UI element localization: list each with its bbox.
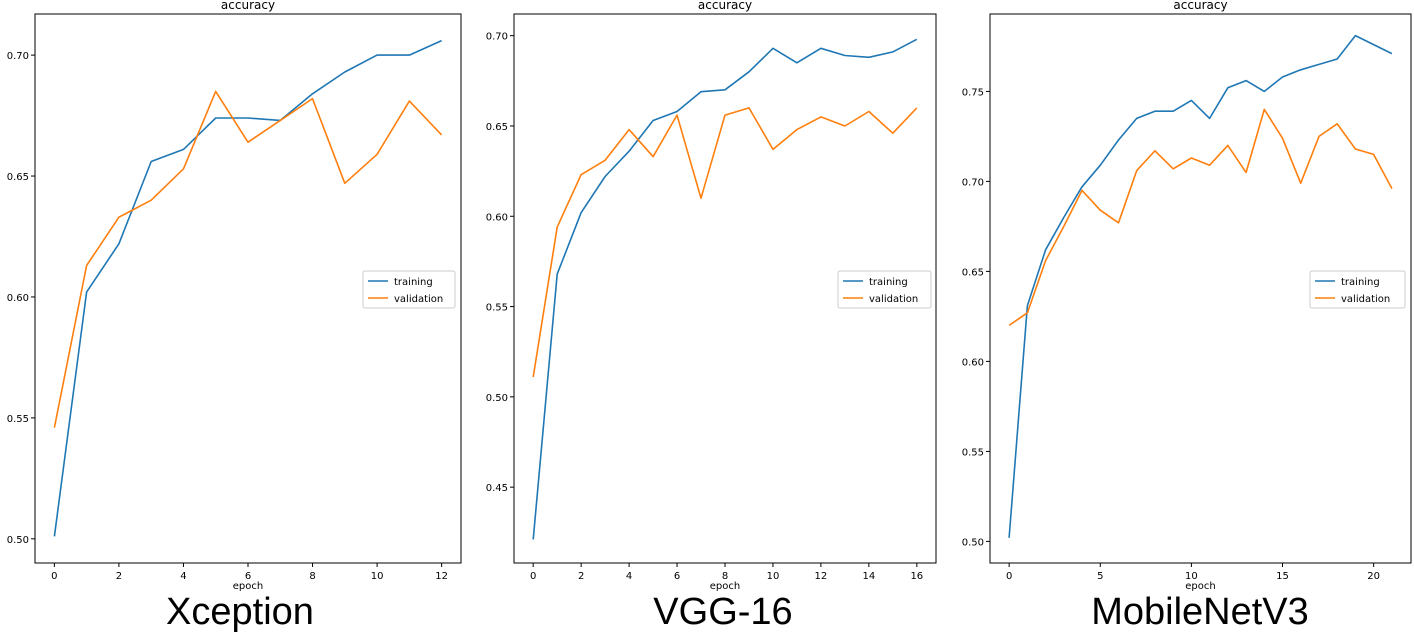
- y-tick-label: 0.60: [486, 212, 508, 223]
- y-tick-label: 0.65: [7, 172, 29, 183]
- x-tick-label: 6: [674, 571, 680, 582]
- legend: training validation: [362, 270, 456, 309]
- chart-panel-0: accuracy 0 2 4 6 8 10 12 epoch 0.50 0.55 0.60 0.65 0.…: [7, 0, 462, 592]
- legend-label-training: training: [1341, 277, 1380, 288]
- y-tick-label: 0.45: [486, 483, 508, 494]
- y-tick-label: 0.65: [486, 122, 508, 133]
- series-line-training: [532, 38, 918, 540]
- x-tick-label: 4: [180, 571, 186, 582]
- series-line-training: [53, 39, 442, 537]
- legend: training validation: [837, 270, 932, 309]
- chart-panel-2: accuracy 0 5 10 15 20 epoch 0.50 0.55 0.60 0.65 0.7…: [962, 0, 1412, 592]
- y-tick-label: 0.70: [962, 177, 984, 188]
- series-line-validation: [53, 90, 443, 428]
- x-tick-label: 4: [626, 571, 632, 582]
- x-tick-label: 2: [116, 571, 122, 582]
- series-line-validation: [1008, 108, 1393, 327]
- caption-xception: Xception: [166, 591, 314, 633]
- x-tick-label: 8: [309, 571, 315, 582]
- x-axis-label: epoch: [710, 581, 740, 592]
- x-tick-label: 0: [1006, 571, 1012, 582]
- chart-title: accuracy: [1173, 0, 1227, 12]
- y-tick-label: 0.55: [486, 303, 508, 314]
- x-tick-label: 12: [815, 571, 828, 582]
- x-tick-label: 15: [1276, 571, 1289, 582]
- chart-panel-1: accuracy 0 2 4 6 8 10 12 14 16 epoch 0.45 0.50 0.55 0.…: [486, 0, 937, 592]
- chart-title: accuracy: [221, 0, 275, 12]
- y-tick-label: 0.75: [962, 87, 984, 98]
- y-tick-label: 0.55: [7, 414, 29, 425]
- x-tick-label: 14: [862, 571, 875, 582]
- y-tick-label: 0.55: [962, 447, 984, 458]
- y-tick-label: 0.60: [962, 357, 984, 368]
- y-tick-label: 0.70: [7, 51, 29, 62]
- y-tick-label: 0.65: [962, 267, 984, 278]
- y-tick-label: 0.50: [486, 393, 508, 404]
- x-tick-label: 0: [51, 571, 57, 582]
- y-tick-label: 0.50: [962, 537, 984, 548]
- x-tick-label: 5: [1097, 571, 1103, 582]
- y-tick-label: 0.60: [7, 293, 29, 304]
- plot-frame: [989, 13, 1412, 564]
- series-line-training: [1008, 34, 1393, 538]
- caption-mobilenetv3: MobileNetV3: [1091, 591, 1309, 633]
- y-tick-label: 0.70: [486, 32, 508, 43]
- x-tick-label: 20: [1367, 571, 1380, 582]
- x-tick-label: 12: [435, 571, 448, 582]
- chart-title: accuracy: [698, 0, 752, 12]
- series-line-validation: [532, 107, 918, 378]
- legend-label-training: training: [394, 277, 433, 288]
- x-axis-label: epoch: [233, 581, 263, 592]
- x-tick-label: 16: [910, 571, 923, 582]
- legend-label-training: training: [869, 277, 908, 288]
- caption-vgg16: VGG-16: [653, 591, 793, 633]
- x-tick-label: 10: [371, 571, 384, 582]
- x-tick-label: 6: [245, 571, 251, 582]
- legend-label-validation: validation: [394, 294, 443, 305]
- legend-label-validation: validation: [869, 294, 918, 305]
- x-tick-label: 10: [767, 571, 780, 582]
- legend: training validation: [1309, 270, 1406, 309]
- legend-label-validation: validation: [1341, 294, 1390, 305]
- y-tick-label: 0.50: [7, 535, 29, 546]
- x-tick-label: 10: [1185, 571, 1198, 582]
- x-tick-label: 2: [578, 571, 584, 582]
- x-tick-label: 8: [722, 571, 728, 582]
- x-tick-label: 0: [530, 571, 536, 582]
- x-axis-label: epoch: [1185, 581, 1215, 592]
